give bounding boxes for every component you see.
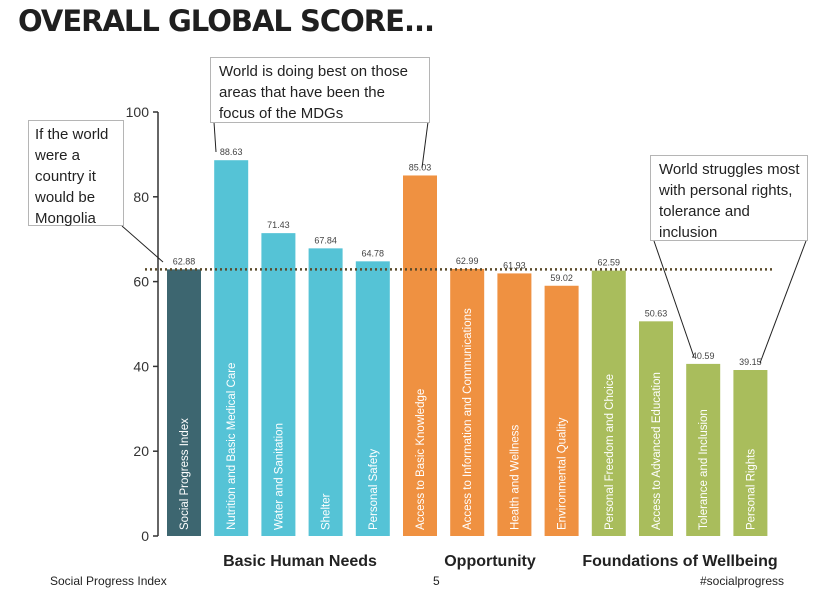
callout-mdgs-pointer-right [421,121,429,169]
bar [355,261,390,536]
value-label: 88.63 [220,147,243,157]
bar [544,285,579,536]
footer-brand: Social Progress Index [50,574,167,588]
value-label: 59.02 [550,273,573,283]
category-label: Social Progress Index [179,418,191,530]
category-label: Personal Safety [368,449,380,530]
category-label: Water and Sanitation [273,423,285,530]
value-label: 64.78 [362,248,385,258]
page-title: OVERALL GLOBAL SCORE... [18,4,435,38]
value-label: 67.84 [314,235,337,245]
category-label: Personal Rights [745,449,757,530]
category-label: Access to Basic Knowledge [415,389,427,530]
group-label: Foundations of Wellbeing [582,553,777,570]
category-label: Shelter [321,493,333,530]
y-tick-label: 100 [126,104,150,120]
bar [450,268,485,536]
y-tick-label: 20 [133,443,149,459]
category-label: Health and Wellness [509,424,521,530]
category-label: Tolerance and Inclusion [698,409,710,530]
bar [591,270,626,536]
group-label: Basic Human Needs [223,553,377,570]
group-label: Opportunity [444,553,536,570]
page-number: 5 [433,574,440,588]
value-label: 62.88 [173,256,196,266]
value-label: 71.43 [267,220,290,230]
category-label: Access to Advanced Education [651,372,663,530]
callout-struggles-pointer-left [653,240,695,358]
bar [308,248,343,536]
y-tick-label: 60 [133,274,149,290]
bar [733,370,768,536]
callout-mdgs: World is doing best on those areas that … [210,57,430,123]
bar [214,160,249,536]
footer-hashtag: #socialprogress [700,574,785,588]
y-tick-label: 0 [141,528,149,544]
category-label: Personal Freedom and Choice [604,374,616,530]
callout-struggles: World struggles most with personal right… [650,155,808,241]
bar [167,269,201,536]
y-tick-label: 40 [133,358,149,374]
callout-mongolia: If the world were a country it would be … [28,120,124,227]
value-label: 39.15 [739,357,762,367]
category-label: Nutrition and Basic Medical Care [226,363,238,530]
value-label: 61.93 [503,260,526,270]
callout-mongolia-pointer [121,225,164,263]
value-label: 62.59 [598,258,621,268]
category-label: Access to Information and Communications [462,308,474,530]
value-label: 85.03 [409,162,432,172]
bar [403,175,437,537]
bar [261,233,296,537]
callout-mdgs-pointer-left [213,121,217,153]
bar [497,273,532,536]
y-tick-label: 80 [133,189,149,205]
value-label: 50.63 [645,308,668,318]
bar [639,321,673,536]
value-label: 62.99 [456,256,479,266]
callout-struggles-pointer-right [759,240,807,364]
bar [686,363,721,536]
category-label: Environmental Quality [557,417,569,530]
value-label: 40.59 [692,351,715,361]
